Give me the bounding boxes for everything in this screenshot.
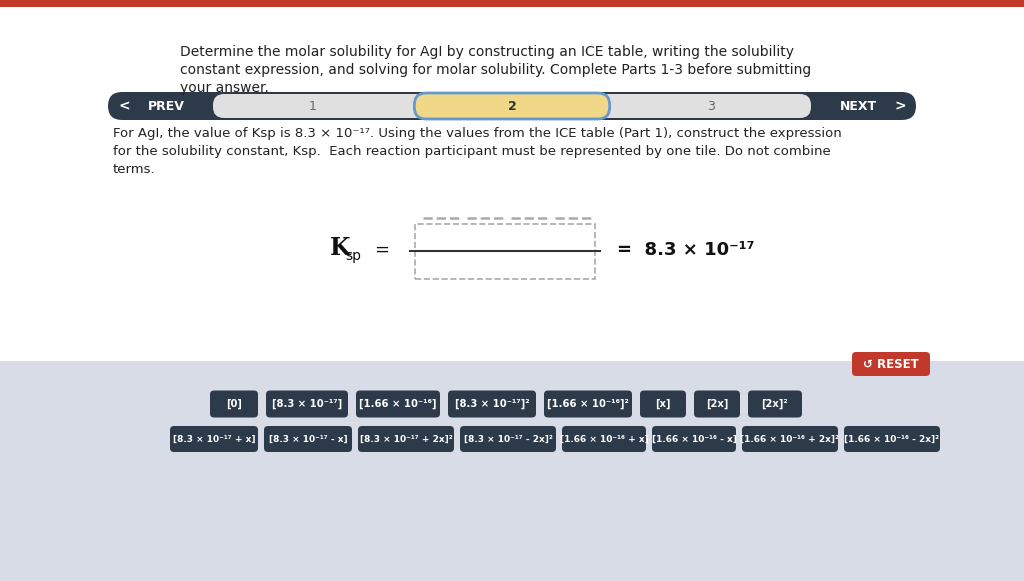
FancyBboxPatch shape xyxy=(852,352,930,376)
Text: terms.: terms. xyxy=(113,163,156,176)
FancyBboxPatch shape xyxy=(562,426,646,452)
Text: [1.66 × 10⁻¹⁶ + 2x]²: [1.66 × 10⁻¹⁶ + 2x]² xyxy=(740,435,840,443)
FancyBboxPatch shape xyxy=(694,390,740,418)
Text: PREV: PREV xyxy=(147,99,184,113)
Text: =  8.3 × 10⁻¹⁷: = 8.3 × 10⁻¹⁷ xyxy=(617,241,755,259)
Text: sp: sp xyxy=(345,249,361,263)
FancyBboxPatch shape xyxy=(640,390,686,418)
Text: your answer.: your answer. xyxy=(180,81,269,95)
Text: NEXT: NEXT xyxy=(840,99,877,113)
Text: 2: 2 xyxy=(508,99,516,113)
FancyBboxPatch shape xyxy=(844,426,940,452)
FancyBboxPatch shape xyxy=(449,390,536,418)
FancyBboxPatch shape xyxy=(210,390,258,418)
Text: [8.3 × 10⁻¹⁷ - 2x]²: [8.3 × 10⁻¹⁷ - 2x]² xyxy=(464,435,552,443)
FancyBboxPatch shape xyxy=(748,390,802,418)
FancyBboxPatch shape xyxy=(356,390,440,418)
FancyBboxPatch shape xyxy=(0,0,1024,7)
FancyBboxPatch shape xyxy=(544,390,632,418)
Text: [8.3 × 10⁻¹⁷ + x]: [8.3 × 10⁻¹⁷ + x] xyxy=(173,435,255,443)
Text: [8.3 × 10⁻¹⁷ + 2x]²: [8.3 × 10⁻¹⁷ + 2x]² xyxy=(359,435,453,443)
Text: [1.66 × 10⁻¹⁶ - 2x]²: [1.66 × 10⁻¹⁶ - 2x]² xyxy=(845,435,940,443)
FancyBboxPatch shape xyxy=(264,426,352,452)
FancyBboxPatch shape xyxy=(213,94,811,118)
Text: for the solubility constant, Ksp.  Each reaction participant must be represented: for the solubility constant, Ksp. Each r… xyxy=(113,145,830,158)
Text: K: K xyxy=(330,236,350,260)
Text: Determine the molar solubility for AgI by constructing an ICE table, writing the: Determine the molar solubility for AgI b… xyxy=(180,45,794,59)
Text: [1.66 × 10⁻¹⁶ + x]: [1.66 × 10⁻¹⁶ + x] xyxy=(560,435,648,443)
FancyBboxPatch shape xyxy=(742,426,838,452)
FancyBboxPatch shape xyxy=(108,92,916,120)
FancyBboxPatch shape xyxy=(170,426,258,452)
FancyBboxPatch shape xyxy=(358,426,454,452)
Text: [1.66 × 10⁻¹⁶]: [1.66 × 10⁻¹⁶] xyxy=(359,399,437,409)
Text: [2x]: [2x] xyxy=(706,399,728,409)
FancyBboxPatch shape xyxy=(266,390,348,418)
Text: <: < xyxy=(118,99,130,113)
Text: constant expression, and solving for molar solubility. Complete Parts 1-3 before: constant expression, and solving for mol… xyxy=(180,63,811,77)
Text: [8.3 × 10⁻¹⁷]: [8.3 × 10⁻¹⁷] xyxy=(272,399,342,409)
Text: [1.66 × 10⁻¹⁶]²: [1.66 × 10⁻¹⁶]² xyxy=(547,399,629,409)
Text: 3: 3 xyxy=(708,99,716,113)
Text: =: = xyxy=(374,241,389,259)
Text: 1: 1 xyxy=(308,99,316,113)
FancyBboxPatch shape xyxy=(460,426,556,452)
Text: [x]: [x] xyxy=(655,399,671,409)
Text: [0]: [0] xyxy=(226,399,242,409)
FancyBboxPatch shape xyxy=(0,361,1024,581)
Text: >: > xyxy=(894,99,906,113)
Text: [8.3 × 10⁻¹⁷ - x]: [8.3 × 10⁻¹⁷ - x] xyxy=(268,435,347,443)
Text: For AgI, the value of Ksp is 8.3 × 10⁻¹⁷. Using the values from the ICE table (P: For AgI, the value of Ksp is 8.3 × 10⁻¹⁷… xyxy=(113,127,842,140)
Text: ↺ RESET: ↺ RESET xyxy=(863,357,919,371)
FancyBboxPatch shape xyxy=(652,426,736,452)
Text: [1.66 × 10⁻¹⁶ - x]: [1.66 × 10⁻¹⁶ - x] xyxy=(651,435,736,443)
FancyBboxPatch shape xyxy=(415,224,595,278)
Text: [8.3 × 10⁻¹⁷]²: [8.3 × 10⁻¹⁷]² xyxy=(455,399,529,409)
FancyBboxPatch shape xyxy=(415,93,609,119)
Text: [2x]²: [2x]² xyxy=(762,399,788,409)
